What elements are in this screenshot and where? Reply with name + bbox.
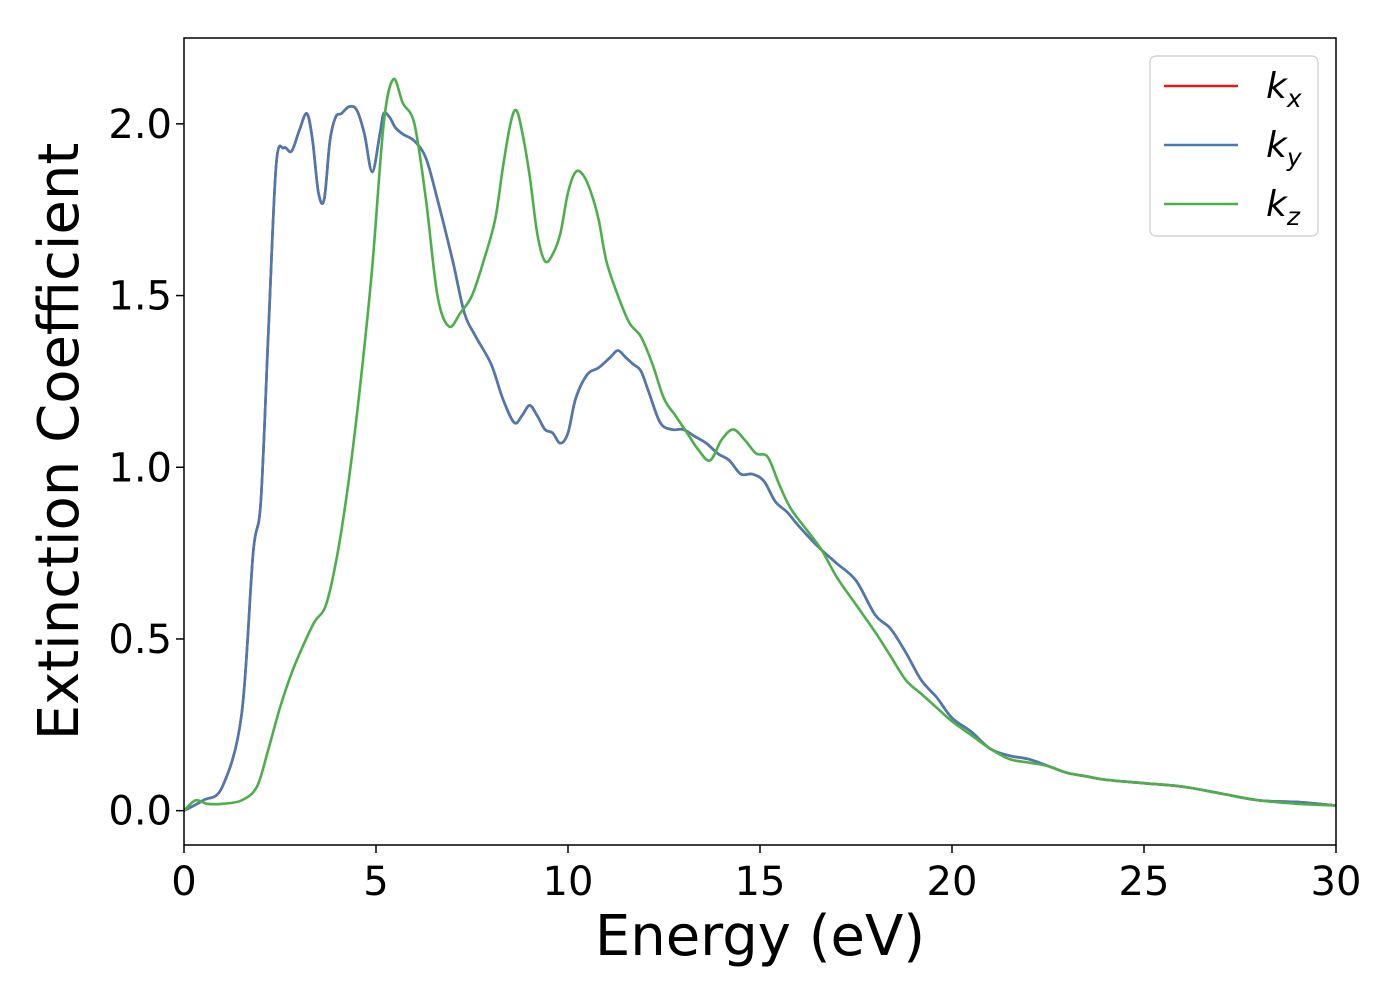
x-tick-label: 25: [1119, 859, 1170, 905]
y-tick-label: 0.0: [108, 789, 172, 835]
legend-label-y: ky: [1266, 125, 1303, 172]
y-axis-title: Extinction Coefficient: [27, 143, 92, 741]
legend: kx ky kz: [1149, 55, 1319, 237]
legend-label-z: kz: [1266, 184, 1301, 231]
x-tick-label: 15: [735, 859, 786, 905]
x-axis-title: Energy (eV): [595, 904, 925, 969]
y-tick-label: 0.5: [108, 617, 172, 663]
legend-label-x: kx: [1266, 66, 1302, 113]
x-tick-label: 30: [1311, 859, 1362, 905]
axis-ticks: 0 5 10 15 20 25 30 0.0 0.5 1.0 1.5 2.0: [108, 102, 1361, 905]
x-tick-label: 20: [927, 859, 978, 905]
series-line-y: [184, 105, 1336, 812]
plot-area: [184, 77, 1336, 812]
series-line-z: [184, 77, 1336, 812]
plot-frame: [183, 37, 1337, 846]
x-tick-label: 0: [171, 859, 196, 905]
y-tick-label: 1.0: [108, 445, 172, 491]
y-tick-label: 2.0: [108, 102, 172, 148]
y-tick-label: 1.5: [108, 274, 172, 320]
x-tick-label: 10: [543, 859, 594, 905]
x-tick-label: 5: [363, 859, 388, 905]
